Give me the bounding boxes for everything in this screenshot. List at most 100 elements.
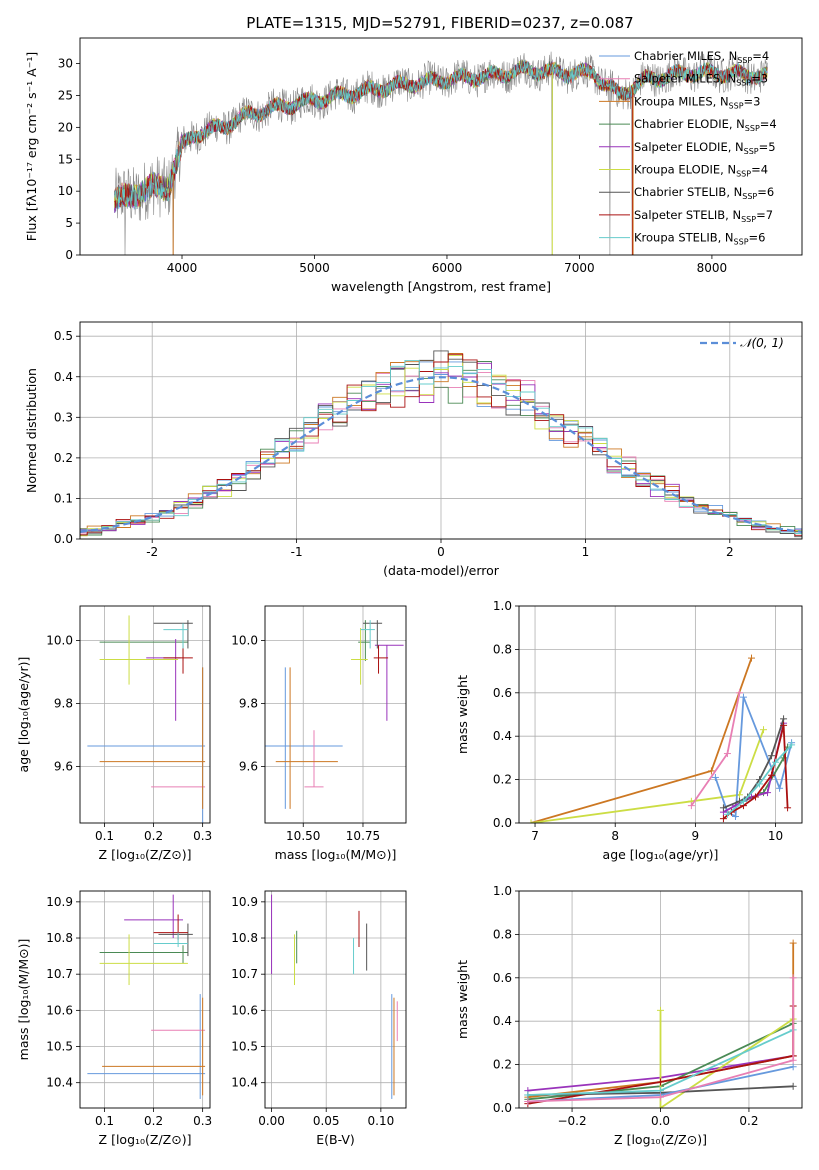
legend-text: Salpeter MILES, N bbox=[634, 72, 736, 86]
y-tick-label: 10.8 bbox=[46, 931, 73, 945]
x-axis-label: (data-model)/error bbox=[383, 563, 500, 578]
x-tick-label: 0.1 bbox=[95, 1114, 114, 1128]
axes-frame bbox=[79, 605, 211, 824]
x-tick-label: 0.1 bbox=[95, 829, 114, 843]
histograms bbox=[80, 350, 802, 538]
weight-lines bbox=[527, 654, 796, 823]
y-tick-label: 25 bbox=[58, 88, 73, 102]
axes-frame bbox=[518, 890, 803, 1109]
y-tick-label: 1.0 bbox=[493, 884, 512, 898]
errorbars bbox=[271, 894, 398, 1099]
x-tick-label: −0.2 bbox=[557, 1114, 586, 1128]
age_vs_mass-panel: 10.50 10.75 9.6 9.8 10.0 mass [log₁₀(M/M⊙)] bbox=[231, 605, 407, 862]
mass_vs_Z-panel: 0.1 0.2 0.3 10.4 10.5 10.6 10.7 10.8 10.9 Z [log₁… bbox=[16, 890, 212, 1147]
axes-frame bbox=[264, 605, 407, 824]
x-tick-label: 0 bbox=[437, 545, 445, 559]
legend-text: Kroupa MILES, N bbox=[634, 94, 729, 108]
normal-curve bbox=[80, 376, 802, 533]
legend-subscript: SSP bbox=[736, 170, 751, 179]
errorbars bbox=[87, 615, 206, 823]
x-tick-label: 10.50 bbox=[286, 829, 320, 843]
legend-subscript: SSP bbox=[744, 147, 759, 156]
y-axis-label: mass weight bbox=[455, 675, 470, 754]
legend-entry: Kroupa STELIB, NSSP=6 bbox=[634, 231, 765, 247]
y-tick-label: 10.8 bbox=[231, 931, 258, 945]
x-tick-label: 0.00 bbox=[258, 1114, 285, 1128]
legend-text: =5 bbox=[759, 140, 776, 154]
x-tick-label: 4000 bbox=[167, 261, 198, 275]
legend-entry: 𝒩(0, 1) bbox=[740, 336, 784, 350]
x-tick-label: 0.2 bbox=[739, 1114, 758, 1128]
y-tick-label: 0.5 bbox=[54, 329, 73, 343]
y-axis-label: age [log₁₀(age/yr)] bbox=[16, 657, 31, 773]
legend-text: =4 bbox=[752, 49, 769, 63]
axes-frame bbox=[79, 890, 211, 1109]
y-tick-label: 10.5 bbox=[46, 1040, 73, 1054]
spectrum-panel: 4000 5000 6000 7000 8000 0 5 10 15 20 25 30 waveleng… bbox=[24, 37, 803, 294]
legend-entry: Chabrier STELIB, NSSP=6 bbox=[634, 185, 774, 201]
y-tick-label: 10.0 bbox=[231, 634, 258, 648]
y-tick-label: 9.6 bbox=[239, 759, 258, 773]
x-tick-label: 9 bbox=[692, 829, 700, 843]
legend-text: Salpeter STELIB, N bbox=[634, 208, 741, 222]
legend-entry: Chabrier ELODIE, NSSP=4 bbox=[634, 117, 777, 133]
legend-subscript: SSP bbox=[737, 56, 752, 65]
x-tick-label: 6000 bbox=[432, 261, 463, 275]
mass_vs_EBV-panel: 0.00 0.05 0.10 10.4 10.5 10.6 10.7 10.8 10.9 E(B-… bbox=[231, 890, 407, 1147]
y-tick-label: 10.9 bbox=[231, 895, 258, 909]
weight-lines bbox=[524, 939, 797, 1108]
y-tick-label: 0.4 bbox=[493, 729, 512, 743]
legend-text: =3 bbox=[744, 94, 761, 108]
y-tick-label: 10.6 bbox=[46, 1003, 73, 1017]
x-tick-label: 7000 bbox=[564, 261, 595, 275]
age_vs_Z-panel: 0.1 0.2 0.3 9.6 9.8 10.0 Z [log₁₀(Z/Z⊙)] age [l… bbox=[16, 605, 212, 862]
y-tick-label: 9.8 bbox=[239, 696, 258, 710]
legend-text: =6 bbox=[757, 185, 774, 199]
x-tick-label: 1 bbox=[582, 545, 590, 559]
x-tick-label: 0.2 bbox=[144, 1114, 163, 1128]
y-tick-label: 5 bbox=[65, 216, 73, 230]
x-axis-label: Z [log₁₀(Z/Z⊙)] bbox=[99, 847, 192, 862]
y-tick-label: 0.2 bbox=[493, 773, 512, 787]
x-tick-label: 2 bbox=[726, 545, 734, 559]
x-tick-label: 10 bbox=[768, 829, 783, 843]
y-tick-label: 10.9 bbox=[46, 895, 73, 909]
legend-text: =6 bbox=[749, 231, 766, 245]
x-tick-label: 10.75 bbox=[346, 829, 380, 843]
x-axis-label: age [log₁₀(age/yr)] bbox=[603, 847, 719, 862]
y-tick-label: 10.4 bbox=[231, 1076, 258, 1090]
y-tick-label: 9.8 bbox=[54, 696, 73, 710]
y-tick-label: 9.6 bbox=[54, 759, 73, 773]
legend-subscript: SSP bbox=[734, 238, 749, 247]
y-tick-label: 0.8 bbox=[493, 927, 512, 941]
x-tick-label: -1 bbox=[291, 545, 303, 559]
x-axis-label: wavelength [Angstrom, rest frame] bbox=[331, 279, 551, 294]
legend-text: Salpeter ELODIE, N bbox=[634, 140, 744, 154]
errorbars bbox=[87, 894, 206, 1099]
legend-subscript: SSP bbox=[745, 124, 760, 133]
residuals-panel: -2 -1 0 1 2 0.0 0.1 0.2 0.3 0.4 0.5 (data-model)/er… bbox=[24, 321, 803, 578]
x-tick-label: 0.3 bbox=[193, 1114, 212, 1128]
y-tick-label: 0.1 bbox=[54, 491, 73, 505]
y-tick-label: 10.6 bbox=[231, 1003, 258, 1017]
legend-text: Chabrier STELIB, N bbox=[634, 185, 742, 199]
y-tick-label: 10.7 bbox=[46, 967, 73, 981]
y-tick-label: 0.4 bbox=[54, 370, 73, 384]
y-tick-label: 0.6 bbox=[493, 686, 512, 700]
y-tick-label: 0.4 bbox=[493, 1014, 512, 1028]
y-tick-label: 10.5 bbox=[231, 1040, 258, 1054]
weight-line-kroupa_elodie bbox=[659, 1010, 794, 1108]
legend-entry: Salpeter ELODIE, NSSP=5 bbox=[634, 140, 776, 156]
x-axis-label: Z [log₁₀(Z/Z⊙)] bbox=[99, 1132, 192, 1147]
legend-entry: Salpeter MILES, NSSP=3 bbox=[634, 72, 768, 88]
y-tick-label: 30 bbox=[58, 57, 73, 71]
y-axis-label: mass [log₁₀(M/M⊙)] bbox=[16, 939, 31, 1061]
x-tick-label: 8 bbox=[611, 829, 619, 843]
spectrum-lines bbox=[114, 51, 768, 255]
legend-entry: Kroupa MILES, NSSP=3 bbox=[634, 94, 760, 110]
legend-text: Kroupa STELIB, N bbox=[634, 231, 734, 245]
legend-text: =4 bbox=[760, 117, 777, 131]
axes-frame bbox=[79, 321, 803, 540]
y-tick-label: 0.6 bbox=[493, 971, 512, 985]
